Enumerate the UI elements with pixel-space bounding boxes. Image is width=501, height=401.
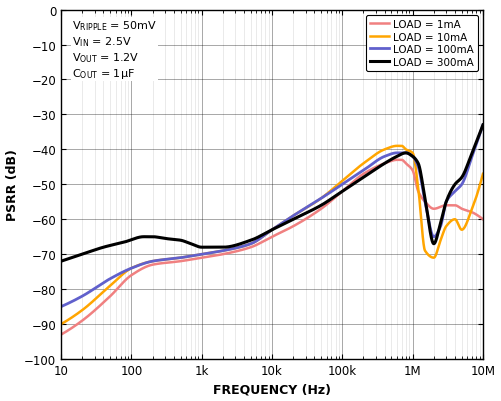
Text: $\mathregular{V_{RIPPLE}}$ = 50mV
$\mathregular{V_{IN}}$ = 2.5V
$\mathregular{V_: $\mathregular{V_{RIPPLE}}$ = 50mV $\math… [72,19,157,81]
LOAD = 1mA [472,212,478,217]
LOAD = 300mA [106,244,112,249]
LOAD = 100mA [480,123,486,128]
LOAD = 10mA [220,249,226,253]
LOAD = 1mA [58,332,64,337]
LOAD = 300mA [58,259,64,264]
LOAD = 300mA [480,123,486,128]
LOAD = 100mA [238,245,244,249]
LOAD = 10mA [426,254,432,259]
LOAD = 10mA [106,284,112,289]
LOAD = 1mA [131,271,137,276]
LOAD = 10mA [131,265,137,269]
LOAD = 300mA [471,145,477,150]
LOAD = 10mA [238,245,244,249]
LOAD = 100mA [220,249,226,253]
Legend: LOAD = 1mA, LOAD = 10mA, LOAD = 100mA, LOAD = 300mA: LOAD = 1mA, LOAD = 10mA, LOAD = 100mA, L… [366,16,478,72]
Line: LOAD = 300mA: LOAD = 300mA [61,126,483,261]
LOAD = 300mA [238,241,244,246]
LOAD = 100mA [106,277,112,282]
LOAD = 10mA [472,199,478,204]
Line: LOAD = 100mA: LOAD = 100mA [61,126,483,307]
LOAD = 100mA [471,147,477,152]
LOAD = 10mA [58,322,64,327]
LOAD = 1mA [480,217,486,222]
LOAD = 1mA [106,295,112,300]
LOAD = 300mA [426,223,432,228]
LOAD = 1mA [220,252,226,257]
LOAD = 300mA [131,237,137,241]
LOAD = 1mA [426,205,432,209]
LOAD = 100mA [58,304,64,309]
LOAD = 300mA [220,245,226,250]
LOAD = 100mA [131,265,137,270]
LOAD = 1mA [394,158,400,163]
Line: LOAD = 1mA: LOAD = 1mA [61,160,483,335]
LOAD = 10mA [394,144,400,149]
LOAD = 100mA [426,221,432,226]
Line: LOAD = 10mA: LOAD = 10mA [61,146,483,324]
LOAD = 1mA [238,248,244,253]
Y-axis label: PSRR (dB): PSRR (dB) [6,149,19,221]
LOAD = 10mA [480,172,486,177]
X-axis label: FREQUENCY (Hz): FREQUENCY (Hz) [213,383,331,395]
